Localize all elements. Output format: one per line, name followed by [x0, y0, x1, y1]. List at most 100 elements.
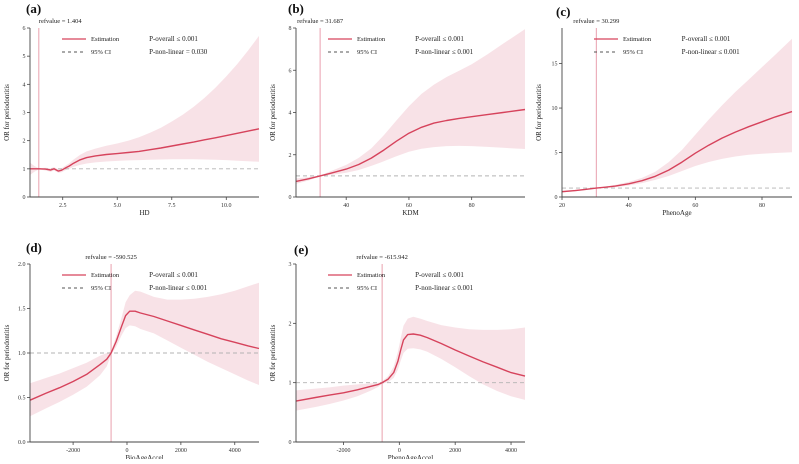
spline-svg-e: -2000 0 2000 4000 0 1 2 3 PhenoAgeAccel OR for pe… [269, 254, 526, 462]
x-tick-label: -2000 [336, 448, 350, 454]
x-tick-label: -2000 [66, 448, 80, 454]
legend-ci-label: 95% CI [357, 285, 377, 292]
x-tick-label: 2000 [449, 448, 461, 454]
p-nonlinear-text: P-non-linear ≤ 0.001 [415, 284, 474, 292]
y-tick-label: 0.0 [18, 440, 26, 446]
y-tick-label: 5 [555, 151, 558, 157]
legend-estimation-label: Estimation [357, 272, 386, 279]
y-tick-label: 2 [23, 139, 26, 145]
x-tick-label: 4000 [505, 448, 517, 454]
estimation-curve [30, 128, 260, 172]
spline-svg-b: 40 60 80 0 2 4 6 8 KDM OR for periodontitis refval… [269, 18, 526, 217]
y-tick-label: 1.5 [18, 307, 26, 313]
legend-ci-label: 95% CI [91, 49, 111, 56]
x-tick-label: 80 [759, 203, 765, 209]
panel-d: -2000 0 2000 4000 0.0 0.5 1.0 1.5 2.0 BioAgeAccel… [0, 230, 266, 462]
y-tick-label: 0 [555, 195, 558, 201]
x-tick-label: 10.0 [221, 203, 232, 209]
y-tick-label: 15 [552, 62, 558, 68]
legend-estimation-label: Estimation [91, 272, 120, 279]
estimation-curve [295, 108, 526, 183]
p-overall-text: P-overall ≤ 0.001 [415, 35, 464, 43]
x-tick-label: 4000 [229, 448, 241, 454]
panel-e-letter: (e) [294, 242, 309, 257]
refvalue-label: refvalue = 30.299 [573, 18, 619, 25]
y-tick-label: 3 [289, 262, 292, 268]
p-overall-text: P-overall ≤ 0.001 [415, 271, 464, 279]
y-tick-label: 4 [289, 111, 292, 117]
ci-band [30, 35, 259, 176]
y-tick-label: 0.5 [18, 396, 26, 402]
x-tick-label: 2000 [175, 448, 187, 454]
hd-spline-chart: 2.5 5.0 7.5 10.0 0 1 2 3 4 5 6 HD OR for periodontit… [0, 0, 266, 230]
panel-e: -2000 0 2000 4000 0 1 2 3 PhenoAgeAccel OR for pe… [266, 230, 532, 462]
legend-ci-label: 95% CI [357, 49, 377, 56]
refvalue-label: refvalue = -615.942 [356, 254, 408, 261]
y-tick-label: 1 [289, 381, 292, 387]
panel-c: 20 40 60 80 0 5 10 15 PhenoAge OR for periodontit… [532, 0, 799, 230]
panel-b-letter: (b) [288, 1, 304, 16]
legend-ci-label: 95% CI [623, 49, 643, 56]
legend-ci-label: 95% CI [91, 285, 111, 292]
y-tick-label: 2 [289, 321, 292, 327]
y-axis-label: OR for periodontitis [3, 324, 11, 381]
y-tick-label: 3 [23, 111, 26, 117]
panel-d-letter: (d) [26, 240, 42, 255]
p-nonlinear-text: P-non-linear = 0.030 [149, 48, 208, 56]
p-overall-text: P-overall ≤ 0.001 [149, 35, 198, 43]
legend-estimation-label: Estimation [357, 36, 386, 43]
p-nonlinear-text: P-non-linear ≤ 0.001 [682, 48, 741, 56]
x-axis-label: HD [139, 209, 149, 217]
ci-band [296, 316, 525, 411]
y-axis-label: OR for periodontitis [269, 324, 277, 381]
ci-band [562, 38, 792, 193]
y-tick-label: 8 [289, 26, 292, 32]
y-tick-label: 1.0 [18, 351, 26, 357]
x-tick-label: 0 [398, 448, 401, 454]
phenoageaccel-spline-chart: -2000 0 2000 4000 0 1 2 3 PhenoAgeAccel OR for pe… [266, 230, 532, 462]
ci-band [296, 29, 525, 184]
refvalue-label: refvalue = 31.687 [297, 18, 344, 25]
estimation-curve [295, 333, 526, 402]
legend-estimation-label: Estimation [623, 36, 652, 43]
y-tick-label: 4 [23, 82, 26, 88]
panel-b: 40 60 80 0 2 4 6 8 KDM OR for periodontitis refval… [266, 0, 532, 230]
x-axis-label: BioAgeAccel [125, 454, 163, 459]
x-tick-label: 40 [626, 203, 632, 209]
estimation-curve [561, 110, 793, 193]
spline-svg-a: 2.5 5.0 7.5 10.0 0 1 2 3 4 5 6 HD OR for periodontit… [3, 18, 260, 217]
p-overall-text: P-overall ≤ 0.001 [149, 271, 198, 279]
x-tick-label: 7.5 [168, 203, 176, 209]
kdm-spline-chart: 40 60 80 0 2 4 6 8 KDM OR for periodontitis refval… [266, 0, 532, 230]
y-tick-label: 6 [23, 26, 26, 32]
y-tick-label: 0 [23, 195, 26, 201]
p-nonlinear-text: P-non-linear ≤ 0.001 [415, 48, 474, 56]
bioageaccel-spline-chart: -2000 0 2000 4000 0.0 0.5 1.0 1.5 2.0 BioAgeAccel… [0, 230, 266, 462]
y-axis-label: OR for periodontitis [535, 84, 543, 141]
spline-svg-d: -2000 0 2000 4000 0.0 0.5 1.0 1.5 2.0 BioAgeAccel… [3, 254, 260, 462]
x-tick-label: 60 [406, 203, 412, 209]
p-overall-text: P-overall ≤ 0.001 [682, 35, 731, 43]
y-tick-label: 10 [552, 106, 558, 112]
refvalue-label: refvalue = -590.525 [85, 254, 137, 261]
y-tick-label: 0 [289, 195, 292, 201]
panel-c-letter: (c) [556, 4, 571, 19]
legend-estimation-label: Estimation [91, 36, 120, 43]
x-tick-label: 0 [125, 448, 128, 454]
x-axis-label: PhenoAgeAccel [388, 454, 434, 459]
x-tick-label: 60 [692, 203, 698, 209]
y-axis-label: OR for periodontitis [3, 84, 11, 141]
y-tick-label: 2.0 [18, 262, 26, 268]
p-nonlinear-text: P-non-linear ≤ 0.001 [149, 284, 208, 292]
panel-a-letter: (a) [26, 1, 42, 16]
x-axis-label: PhenoAge [662, 209, 691, 217]
x-axis-label: KDM [402, 209, 419, 217]
y-tick-label: 0 [289, 440, 292, 446]
y-tick-label: 6 [289, 68, 292, 74]
ci-band [30, 282, 259, 417]
x-tick-label: 5.0 [113, 203, 121, 209]
y-tick-label: 1 [23, 167, 26, 173]
refvalue-label: refvalue = 1.404 [39, 18, 83, 25]
phenoage-spline-chart: 20 40 60 80 0 5 10 15 PhenoAge OR for periodontit… [532, 0, 799, 230]
